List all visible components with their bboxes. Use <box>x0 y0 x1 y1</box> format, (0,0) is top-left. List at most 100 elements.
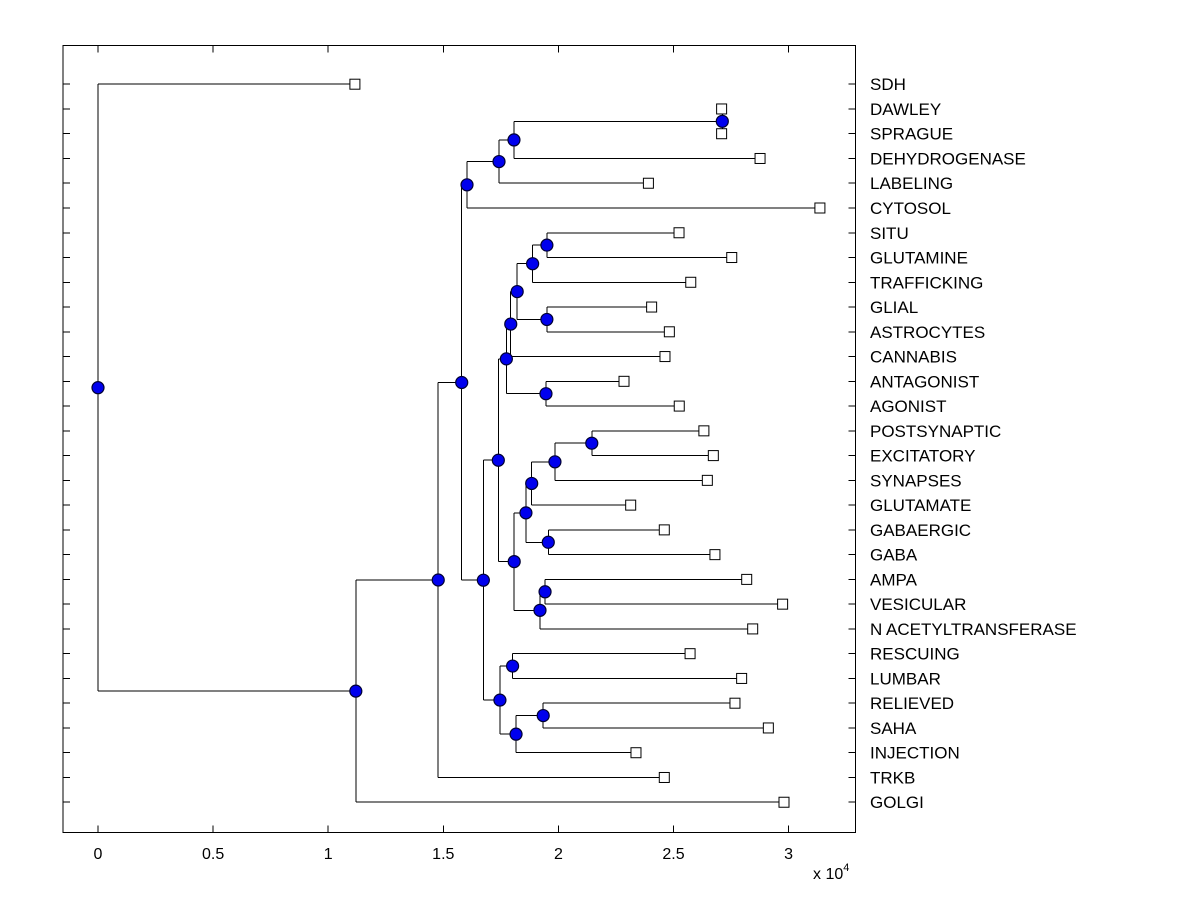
internal-node-marker <box>504 317 518 331</box>
internal-node-marker <box>548 455 562 469</box>
leaf-square-marker <box>349 78 361 90</box>
internal-node-marker <box>536 708 550 723</box>
x-tick-label: 1 <box>324 846 333 863</box>
leaf-label: POSTSYNAPTIC <box>870 422 1001 441</box>
internal-node-marker <box>526 257 540 271</box>
x-tick-label: 2.5 <box>662 846 684 863</box>
leaf-square-marker <box>716 103 728 115</box>
leaf-label: INJECTION <box>870 744 960 763</box>
leaf-square-marker <box>741 573 753 585</box>
leaf-label: VESICULAR <box>870 595 966 614</box>
internal-node-marker <box>91 381 105 395</box>
leaf-label: AGONIST <box>870 397 947 416</box>
leaf-label: DAWLEY <box>870 100 941 119</box>
internal-node-marker <box>491 453 505 467</box>
leaf-square-marker <box>778 796 790 808</box>
leaf-square-marker <box>729 697 741 709</box>
plot-box <box>62 45 856 833</box>
leaf-label: LUMBAR <box>870 669 941 688</box>
leaf-label: GABAERGIC <box>870 521 971 540</box>
leaf-square-marker <box>673 400 685 412</box>
internal-node-marker <box>499 352 513 366</box>
leaf-label: CANNABIS <box>870 348 957 367</box>
leaf-label: DEHYDROGENASE <box>870 149 1026 168</box>
leaf-label: SDH <box>870 75 906 94</box>
leaf-square-marker <box>701 474 713 486</box>
leaf-square-marker <box>673 227 685 239</box>
internal-node-marker <box>509 727 523 741</box>
leaf-square-marker <box>663 326 675 338</box>
leaf-label: LABELING <box>870 174 953 193</box>
leaf-square-marker <box>747 623 759 635</box>
leaf-label: GLUTAMINE <box>870 249 968 268</box>
leaf-square-marker <box>726 252 738 264</box>
leaf-square-marker <box>618 375 630 387</box>
internal-node-marker <box>539 387 553 401</box>
leaf-square-marker <box>707 450 719 462</box>
x-axis-multiplier-exponent: 4 <box>843 862 849 874</box>
leaf-square-marker <box>659 351 671 363</box>
leaf-square-marker <box>762 722 774 734</box>
leaf-label: SPRAGUE <box>870 125 953 144</box>
leaf-square-marker <box>642 177 654 189</box>
leaf-square-marker <box>646 301 658 313</box>
axis-ticks <box>63 45 856 833</box>
leaf-label: AMPA <box>870 570 918 589</box>
leaf-label: ANTAGONIST <box>870 372 979 391</box>
internal-node-marker <box>431 573 445 587</box>
leaf-square-marker <box>685 276 697 288</box>
x-tick-labels: 0 0.5 1 1.5 2 2.5 3 <box>94 846 794 863</box>
internal-node-marker <box>507 133 521 147</box>
internal-node-marker <box>540 312 554 327</box>
leaf-labels: SDH DAWLEY SPRAGUE DEHYDROGENASE LABELING CYT… <box>870 75 1077 812</box>
leaf-square-marker <box>698 425 710 437</box>
leaf-square-marker <box>684 648 696 660</box>
internal-node-marker <box>715 114 729 128</box>
leaf-square-marker <box>658 771 670 783</box>
leaf-label: GLUTAMATE <box>870 496 971 515</box>
leaf-label: GOLGI <box>870 793 924 812</box>
internal-node-marker <box>507 555 521 569</box>
x-axis-multiplier: x 104 <box>813 862 849 883</box>
x-tick-label: 1.5 <box>432 846 454 863</box>
internal-node-marker <box>492 154 506 169</box>
leaf-square-marker <box>754 152 766 164</box>
leaf-square-marker <box>625 499 637 511</box>
internal-node-marker <box>541 535 555 549</box>
leaf-label: ASTROCYTES <box>870 323 985 342</box>
leaf-square-marker <box>630 747 642 759</box>
leaf-label: CYTOSOL <box>870 199 951 218</box>
leaf-label: GLIAL <box>870 298 918 317</box>
internal-node-marker <box>540 238 554 252</box>
leaf-label: RESCUING <box>870 645 960 664</box>
tree-branches <box>97 83 820 803</box>
x-tick-label: 0.5 <box>202 846 224 863</box>
internal-node-marker <box>476 573 490 587</box>
leaf-label: TRAFFICKING <box>870 273 983 292</box>
leaf-square-marker <box>814 202 826 214</box>
x-tick-label: 2 <box>554 846 563 863</box>
internal-node-markers <box>91 114 729 741</box>
leaf-square-marker <box>709 549 721 561</box>
leaf-square-marker <box>777 598 789 610</box>
leaf-square-marker <box>736 672 748 684</box>
x-axis-multiplier-prefix: x 10 <box>813 866 843 883</box>
internal-node-marker <box>585 436 599 450</box>
leaf-square-marker <box>658 524 670 536</box>
internal-node-marker <box>519 506 533 520</box>
internal-node-marker <box>455 375 469 390</box>
internal-node-marker <box>349 684 363 698</box>
internal-node-marker <box>505 659 520 673</box>
leaf-label: SYNAPSES <box>870 471 962 490</box>
leaf-label: N ACETYLTRANSFERASE <box>870 620 1077 639</box>
leaf-label: SITU <box>870 224 909 243</box>
internal-node-marker <box>510 284 524 299</box>
leaf-label: SAHA <box>870 719 917 738</box>
internal-node-marker <box>493 693 507 707</box>
x-tick-label: 0 <box>94 846 103 863</box>
leaf-label: GABA <box>870 546 918 565</box>
internal-node-marker <box>533 603 547 617</box>
internal-node-marker <box>525 476 539 491</box>
